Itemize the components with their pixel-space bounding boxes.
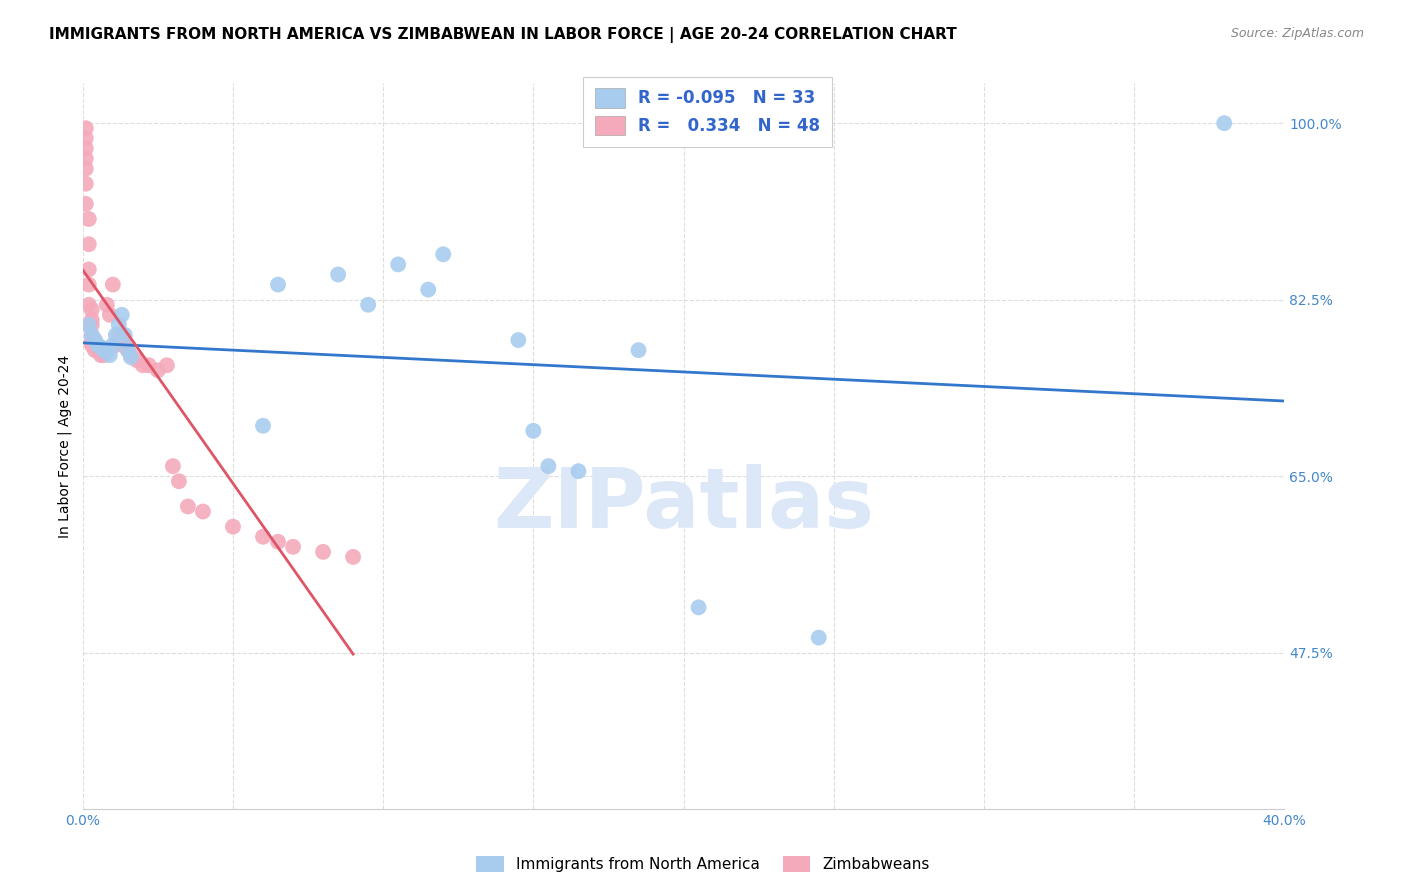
Point <box>114 338 136 352</box>
Point <box>75 197 97 211</box>
Y-axis label: In Labor Force | Age 20-24: In Labor Force | Age 20-24 <box>58 354 72 538</box>
Point <box>357 298 380 312</box>
Point <box>83 343 105 358</box>
Point <box>1213 116 1236 130</box>
Point <box>108 328 131 343</box>
Point <box>80 302 103 317</box>
Point <box>75 141 97 155</box>
Point <box>522 424 544 438</box>
Point <box>104 338 127 352</box>
Point <box>342 549 364 564</box>
Point <box>432 247 454 261</box>
Point <box>177 500 200 514</box>
Point <box>267 534 290 549</box>
Point <box>111 333 134 347</box>
Point <box>93 343 115 358</box>
Point <box>117 343 139 358</box>
Point <box>191 504 214 518</box>
Point <box>162 459 184 474</box>
Point <box>114 328 136 343</box>
Point <box>807 631 830 645</box>
Point <box>77 237 100 252</box>
Point <box>101 338 124 352</box>
Point <box>80 328 103 343</box>
Point <box>96 345 118 359</box>
Point <box>101 277 124 292</box>
Point <box>77 318 100 332</box>
Point <box>98 348 121 362</box>
Point <box>111 308 134 322</box>
Point <box>75 177 97 191</box>
Point <box>627 343 650 358</box>
Point <box>96 298 118 312</box>
Point <box>83 333 105 347</box>
Point <box>80 333 103 347</box>
Point <box>98 308 121 322</box>
Point <box>77 298 100 312</box>
Point <box>77 262 100 277</box>
Point <box>312 545 335 559</box>
Point <box>90 340 112 354</box>
Point <box>75 131 97 145</box>
Point <box>77 277 100 292</box>
Point <box>146 363 169 377</box>
Point <box>77 212 100 227</box>
Point <box>156 358 179 372</box>
Point <box>252 418 274 433</box>
Point <box>104 328 127 343</box>
Point <box>267 277 290 292</box>
Text: Source: ZipAtlas.com: Source: ZipAtlas.com <box>1230 27 1364 40</box>
Point <box>75 161 97 176</box>
Point <box>387 257 409 271</box>
Point <box>87 338 110 352</box>
Point <box>90 348 112 362</box>
Point <box>80 328 103 343</box>
Point <box>252 530 274 544</box>
Point <box>537 459 560 474</box>
Point <box>80 338 103 352</box>
Point <box>117 343 139 358</box>
Point <box>77 318 100 332</box>
Point <box>688 600 710 615</box>
Point <box>87 343 110 358</box>
Point <box>132 358 155 372</box>
Point <box>167 475 190 489</box>
Point <box>83 333 105 347</box>
Point <box>281 540 304 554</box>
Legend: Immigrants from North America, Zimbabweans: Immigrants from North America, Zimbabwea… <box>468 848 938 880</box>
Legend: R = -0.095   N = 33, R =   0.334   N = 48: R = -0.095 N = 33, R = 0.334 N = 48 <box>583 77 832 147</box>
Point <box>120 350 142 364</box>
Point <box>222 519 245 533</box>
Point <box>567 464 589 478</box>
Point <box>138 358 160 372</box>
Point <box>125 353 148 368</box>
Text: ZIPatlas: ZIPatlas <box>494 464 875 544</box>
Point <box>80 313 103 327</box>
Text: IMMIGRANTS FROM NORTH AMERICA VS ZIMBABWEAN IN LABOR FORCE | AGE 20-24 CORRELATI: IMMIGRANTS FROM NORTH AMERICA VS ZIMBABW… <box>49 27 957 43</box>
Point <box>75 152 97 166</box>
Point <box>508 333 530 347</box>
Point <box>93 348 115 362</box>
Point <box>120 348 142 362</box>
Point <box>80 318 103 332</box>
Point <box>418 283 440 297</box>
Point <box>326 268 349 282</box>
Point <box>108 318 131 332</box>
Point <box>75 121 97 136</box>
